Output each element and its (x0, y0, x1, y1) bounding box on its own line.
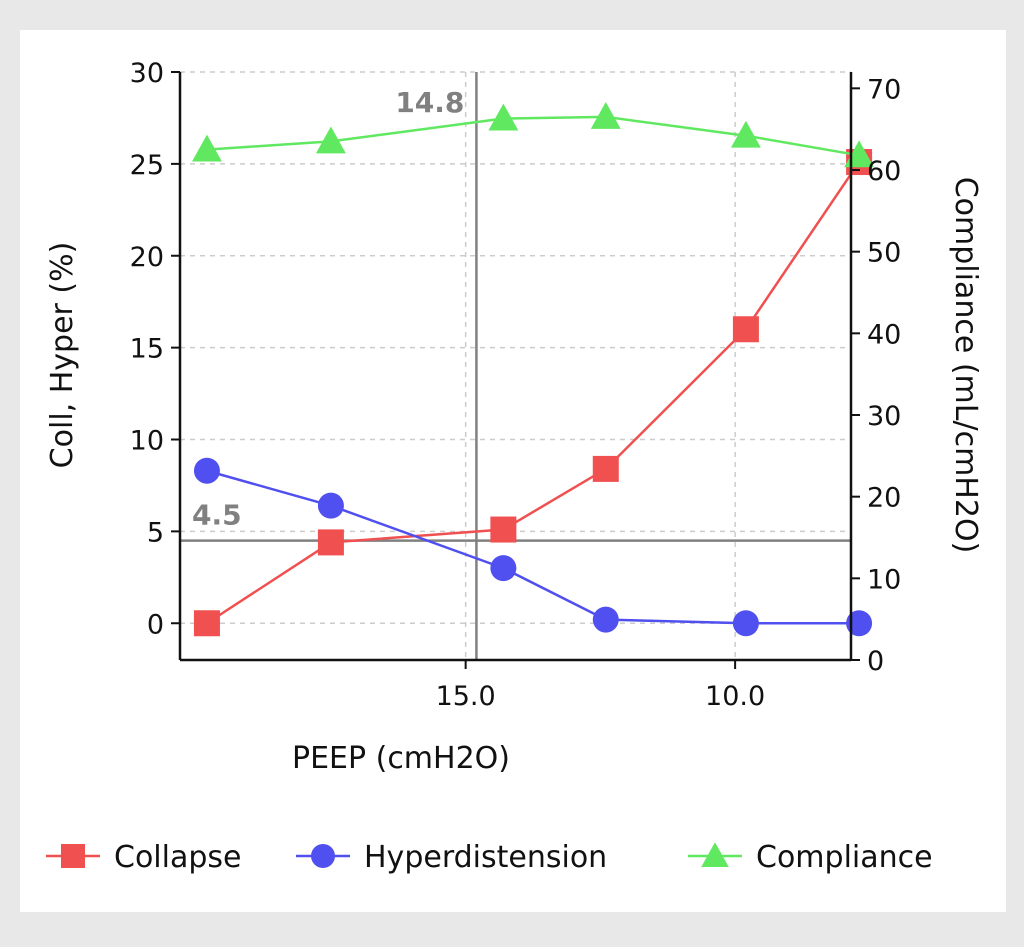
hyperdistension-point-2 (490, 555, 517, 582)
y-tick-label-5: 25 (130, 150, 164, 181)
compliance-point-3 (590, 101, 621, 129)
collapse-point-4 (732, 316, 759, 343)
series-group (191, 101, 875, 637)
y2-tick-label-2: 20 (867, 483, 901, 514)
y-tick-label-1: 5 (147, 517, 164, 548)
series-hyperdistension (193, 457, 873, 637)
legend-label-hyperdistension: Hyperdistension (364, 840, 607, 875)
collapse-point-0 (193, 610, 220, 637)
x-axis-title: PEEP (cmH2O) (292, 741, 510, 776)
legend-item-compliance: Compliance (688, 840, 933, 875)
y-tick-label-0: 0 (147, 609, 164, 640)
grid (180, 71, 851, 660)
legend-marker-compliance (701, 842, 729, 868)
legend-marker-collapse (61, 844, 85, 868)
y2-tick-label-7: 70 (867, 74, 901, 105)
y2-tick-label-1: 10 (867, 564, 901, 595)
y2-tick-label-6: 60 (867, 156, 901, 187)
compliance-point-4 (730, 120, 761, 148)
x-tick-label-1: 10.0 (705, 681, 765, 712)
hyperdistension-point-4 (732, 610, 759, 637)
hyperdistension-point-1 (317, 492, 344, 519)
crosshair-y-label: 4.5 (192, 499, 242, 532)
legend-item-hyperdistension: Hyperdistension (296, 840, 607, 875)
compliance-point-0 (191, 134, 222, 162)
crosshair-x-label: 14.8 (395, 86, 464, 119)
compliance-point-1 (315, 126, 346, 154)
legend-marker-hyperdistension (311, 844, 335, 868)
y-tick-label-6: 30 (130, 58, 164, 89)
collapse-point-3 (592, 455, 619, 482)
collapse-point-2 (490, 516, 517, 543)
y-tick-label-4: 20 (130, 242, 164, 273)
series-compliance (191, 101, 875, 168)
hyperdistension-point-5 (846, 610, 873, 637)
y-tick-label-2: 10 (130, 426, 164, 457)
hyperdistension-point-0 (193, 457, 220, 484)
x-tick-label-0: 15.0 (436, 681, 496, 712)
hyperdistension-point-3 (592, 606, 619, 633)
y-axis-title: Coll, Hyper (%) (45, 242, 80, 469)
y-tick-label-3: 15 (130, 334, 164, 365)
line-chart: 14.8 4.5 0 5 10 15 20 25 30 0 10 20 30 40 50 60 70 15.0 1… (45, 58, 983, 875)
axes: 0 5 10 15 20 25 30 0 10 20 30 40 50 60 70 15.0 10.0 (130, 58, 902, 712)
legend: Collapse Hyperdistension Compliance (46, 840, 933, 875)
y2-tick-label-5: 50 (867, 238, 901, 269)
y2-tick-label-3: 30 (867, 401, 901, 432)
series-collapse (193, 149, 873, 637)
compliance-line (206, 115, 860, 157)
legend-label-collapse: Collapse (114, 840, 242, 875)
y2-tick-label-0: 0 (867, 646, 884, 677)
legend-item-collapse: Collapse (46, 840, 242, 875)
collapse-point-1 (317, 529, 344, 556)
compliance-point-2 (488, 103, 519, 131)
y2-axis-title: Compliance (mL/cmH2O) (948, 177, 983, 554)
collapse-line (206, 161, 861, 625)
chart-panel: 14.8 4.5 0 5 10 15 20 25 30 0 10 20 30 40 50 60 70 15.0 1… (20, 30, 1006, 912)
legend-label-compliance: Compliance (756, 840, 933, 875)
y2-tick-label-4: 40 (867, 319, 901, 350)
hyperdistension-line (206, 469, 860, 625)
